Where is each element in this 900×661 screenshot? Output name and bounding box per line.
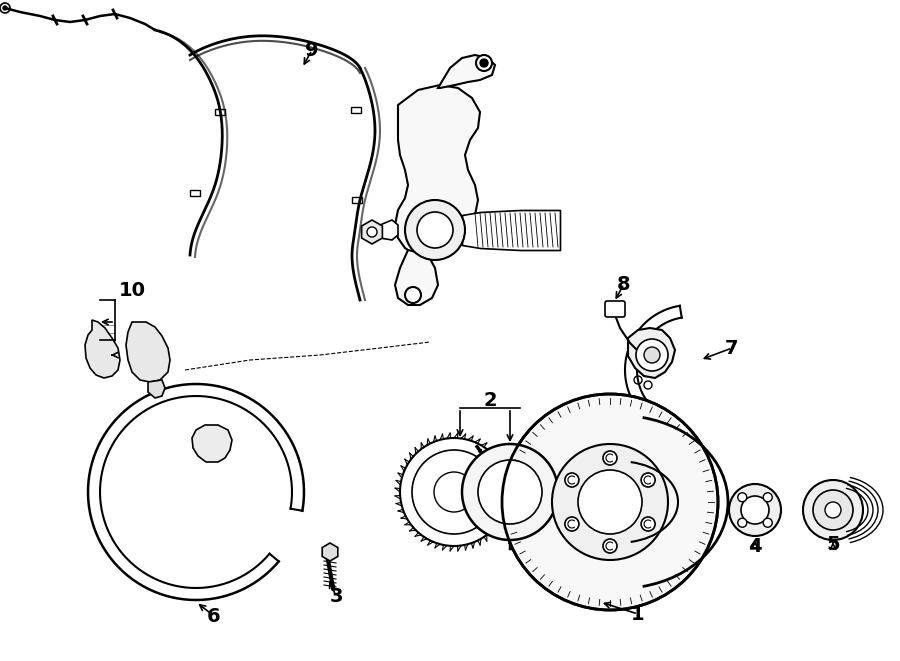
FancyBboxPatch shape — [605, 301, 625, 317]
Polygon shape — [628, 328, 675, 378]
Circle shape — [803, 480, 863, 540]
Circle shape — [763, 518, 772, 527]
Circle shape — [644, 347, 660, 363]
Polygon shape — [192, 425, 232, 462]
Circle shape — [434, 472, 474, 512]
Circle shape — [405, 200, 465, 260]
Bar — [190, 190, 200, 196]
Polygon shape — [380, 220, 398, 240]
Circle shape — [476, 55, 492, 71]
Text: 7: 7 — [725, 338, 739, 358]
Circle shape — [565, 517, 579, 531]
Circle shape — [478, 460, 542, 524]
Circle shape — [462, 444, 558, 540]
Polygon shape — [126, 322, 170, 382]
Polygon shape — [148, 380, 165, 398]
Text: 4: 4 — [748, 537, 761, 555]
Circle shape — [641, 517, 655, 531]
Polygon shape — [395, 85, 480, 258]
Circle shape — [578, 470, 642, 534]
Bar — [351, 107, 361, 113]
Circle shape — [644, 381, 652, 389]
Text: 2: 2 — [483, 391, 497, 410]
Bar — [352, 197, 362, 203]
Circle shape — [634, 376, 642, 384]
Circle shape — [367, 227, 377, 237]
Circle shape — [603, 539, 617, 553]
Text: 3: 3 — [329, 586, 343, 605]
Circle shape — [729, 484, 781, 536]
Text: 10: 10 — [119, 280, 146, 299]
Circle shape — [3, 6, 7, 10]
Circle shape — [565, 473, 579, 487]
Circle shape — [603, 451, 617, 465]
Circle shape — [502, 394, 718, 610]
Text: 6: 6 — [207, 607, 220, 625]
Circle shape — [480, 59, 488, 67]
Polygon shape — [85, 320, 120, 378]
Circle shape — [0, 3, 10, 13]
Bar — [215, 109, 225, 115]
Circle shape — [636, 339, 668, 371]
Circle shape — [738, 492, 747, 502]
Text: 1: 1 — [631, 605, 644, 623]
Circle shape — [825, 502, 841, 518]
Circle shape — [405, 287, 421, 303]
Circle shape — [417, 212, 453, 248]
Text: 5: 5 — [826, 535, 840, 555]
Circle shape — [641, 473, 655, 487]
Circle shape — [741, 496, 769, 524]
Circle shape — [738, 518, 747, 527]
Circle shape — [763, 492, 772, 502]
Circle shape — [813, 490, 853, 530]
Polygon shape — [438, 55, 495, 88]
Text: 9: 9 — [305, 40, 319, 59]
Polygon shape — [395, 250, 438, 305]
Text: 8: 8 — [617, 274, 631, 293]
Circle shape — [552, 444, 668, 560]
